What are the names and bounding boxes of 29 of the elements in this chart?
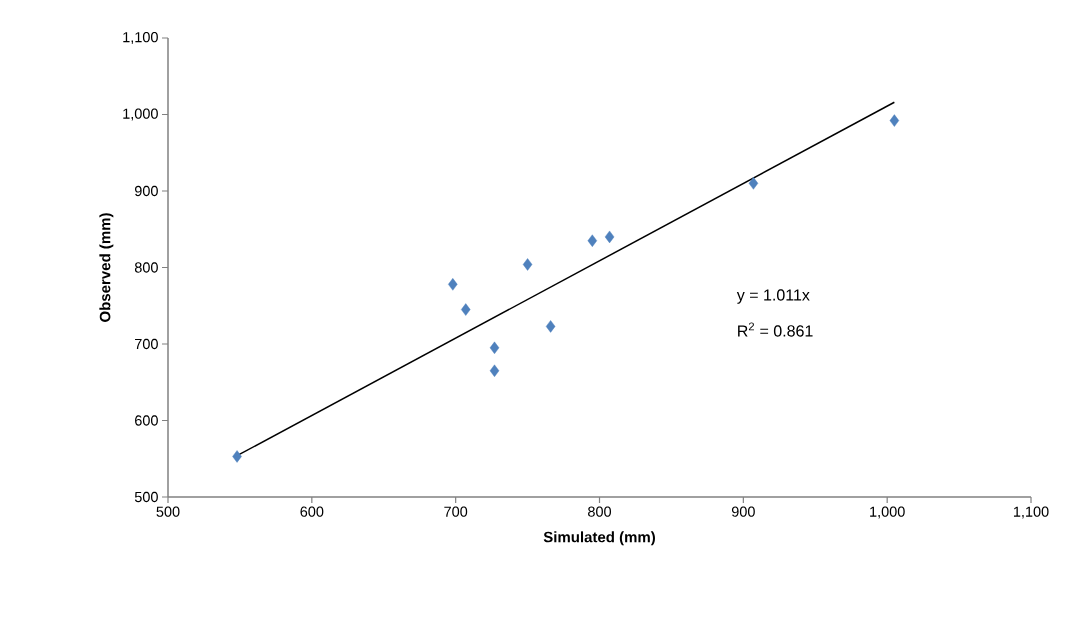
- point: [889, 114, 900, 127]
- point: [522, 258, 533, 271]
- y-tick-label: 700: [135, 338, 158, 350]
- x-tick-label: 900: [731, 506, 755, 517]
- point: [545, 320, 556, 333]
- point: [461, 303, 471, 316]
- y-tick-label: 1,000: [123, 108, 158, 121]
- x-tick-label: 1,000: [870, 506, 905, 519]
- point: [748, 177, 759, 190]
- point: [489, 364, 500, 377]
- point: [489, 341, 500, 355]
- point: [587, 234, 598, 247]
- y-tick-label: 500: [134, 491, 158, 503]
- x-axis-title: Simulated (mm): [543, 531, 655, 546]
- x-tick-label: 800: [588, 506, 612, 517]
- annotation: R$^{2}$ = 0.861: [738, 322, 813, 337]
- y-tick-label: 900: [134, 185, 158, 197]
- x-tick-label: 600: [300, 506, 324, 517]
- y-axis-title: Observed (mm): [99, 213, 114, 322]
- point: [604, 230, 615, 244]
- x-tick-label: 700: [444, 506, 468, 517]
- x-tick-label: 500: [156, 506, 180, 517]
- y-tick-label: 600: [135, 415, 158, 426]
- x-tick-label: 1,100: [1013, 506, 1049, 519]
- annotation: y = 1.011x: [736, 289, 810, 304]
- point: [232, 450, 242, 463]
- y-tick-label: 800: [134, 262, 158, 273]
- y-tick-label: 1,100: [123, 32, 158, 44]
- point: [448, 278, 458, 291]
